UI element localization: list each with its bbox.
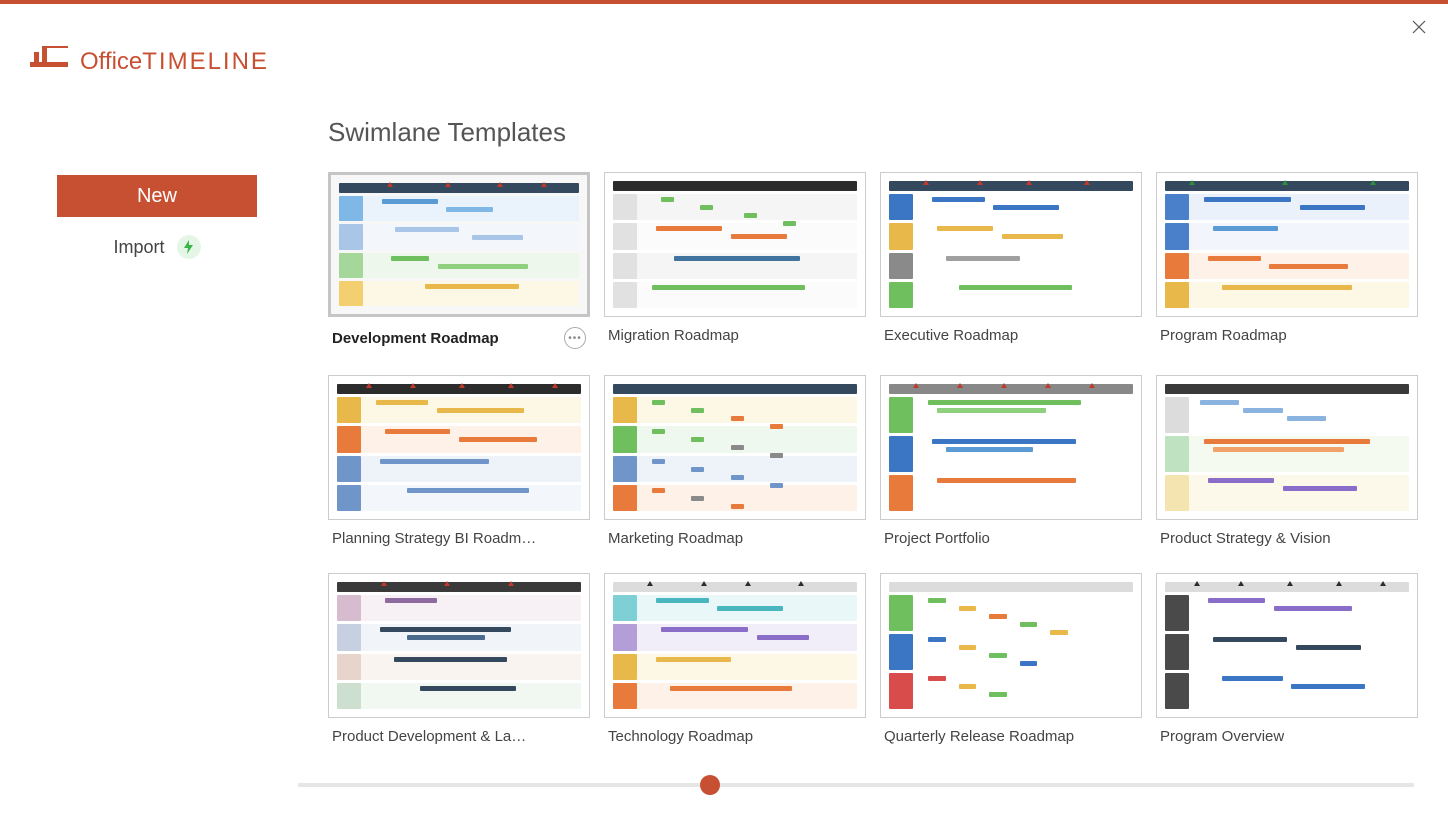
template-label: Planning Strategy BI Roadm… bbox=[332, 530, 536, 547]
template-label: Marketing Roadmap bbox=[608, 530, 743, 547]
template-card-technology-roadmap[interactable]: Technology Roadmap bbox=[604, 573, 866, 745]
template-card-product-development-launch[interactable]: Product Development & La… bbox=[328, 573, 590, 745]
template-grid: Development Roadmap ••• Migration Roadmap E… bbox=[328, 172, 1418, 745]
template-card-program-roadmap[interactable]: Program Roadmap bbox=[1156, 172, 1418, 349]
template-label: Program Roadmap bbox=[1160, 327, 1287, 344]
app-logo-text: OfficeTIMELINE bbox=[80, 48, 269, 76]
scrollbar-track[interactable] bbox=[298, 783, 1414, 787]
bolt-badge bbox=[177, 235, 201, 259]
template-card-migration-roadmap[interactable]: Migration Roadmap bbox=[604, 172, 866, 349]
template-thumbnail bbox=[1156, 375, 1418, 520]
template-card-product-strategy-vision[interactable]: Product Strategy & Vision bbox=[1156, 375, 1418, 547]
template-card-marketing-roadmap[interactable]: Marketing Roadmap bbox=[604, 375, 866, 547]
import-label: Import bbox=[113, 237, 164, 258]
new-button[interactable]: New bbox=[57, 175, 257, 217]
template-label: Migration Roadmap bbox=[608, 327, 739, 344]
scrollbar-thumb[interactable] bbox=[700, 775, 720, 795]
template-label: Project Portfolio bbox=[884, 530, 990, 547]
page-title: Swimlane Templates bbox=[328, 117, 1418, 148]
template-thumbnail bbox=[1156, 172, 1418, 317]
template-thumbnail bbox=[604, 573, 866, 718]
template-card-quarterly-release-roadmap[interactable]: Quarterly Release Roadmap bbox=[880, 573, 1142, 745]
close-button[interactable] bbox=[1412, 18, 1426, 39]
app-header: OfficeTIMELINE bbox=[0, 4, 1448, 77]
template-label: Product Strategy & Vision bbox=[1160, 530, 1331, 547]
close-icon bbox=[1412, 20, 1426, 34]
template-thumbnail bbox=[328, 573, 590, 718]
template-label: Technology Roadmap bbox=[608, 728, 753, 745]
main-panel: Swimlane Templates Development Roadmap ••… bbox=[300, 117, 1448, 745]
template-label: Product Development & La… bbox=[332, 728, 526, 745]
template-label: Quarterly Release Roadmap bbox=[884, 728, 1074, 745]
template-thumbnail bbox=[880, 375, 1142, 520]
more-options-button[interactable]: ••• bbox=[564, 327, 586, 349]
import-button[interactable]: Import bbox=[57, 235, 257, 259]
template-card-program-overview[interactable]: Program Overview bbox=[1156, 573, 1418, 745]
template-label: Development Roadmap bbox=[332, 330, 499, 347]
template-thumbnail bbox=[604, 172, 866, 317]
sidebar: New Import bbox=[0, 117, 300, 745]
template-label: Executive Roadmap bbox=[884, 327, 1018, 344]
template-card-planning-strategy-bi[interactable]: Planning Strategy BI Roadm… bbox=[328, 375, 590, 547]
template-card-executive-roadmap[interactable]: Executive Roadmap bbox=[880, 172, 1142, 349]
template-label: Program Overview bbox=[1160, 728, 1284, 745]
template-thumbnail bbox=[604, 375, 866, 520]
template-thumbnail bbox=[880, 172, 1142, 317]
bolt-icon bbox=[183, 240, 194, 254]
content-area: New Import Swimlane Templates Developmen… bbox=[0, 77, 1448, 745]
template-card-development-roadmap[interactable]: Development Roadmap ••• bbox=[328, 172, 590, 349]
template-thumbnail bbox=[880, 573, 1142, 718]
template-thumbnail bbox=[328, 375, 590, 520]
template-thumbnail bbox=[1156, 573, 1418, 718]
app-logo-icon bbox=[30, 46, 68, 77]
template-card-project-portfolio[interactable]: Project Portfolio bbox=[880, 375, 1142, 547]
template-thumbnail bbox=[328, 172, 590, 317]
